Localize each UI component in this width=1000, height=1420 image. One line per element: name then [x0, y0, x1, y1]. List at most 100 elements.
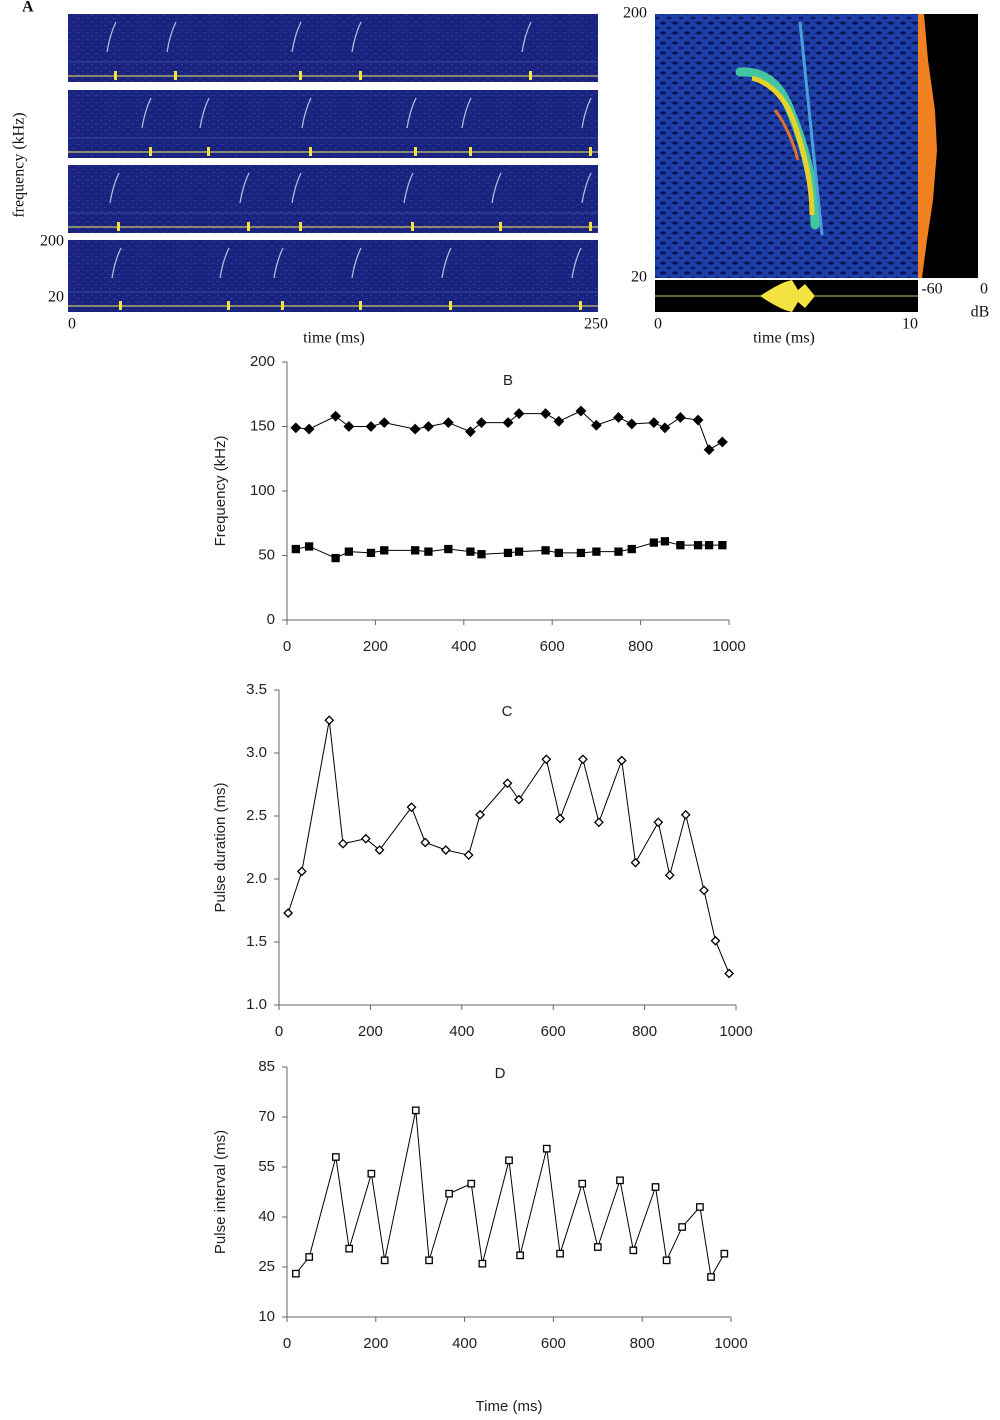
point: [590, 419, 602, 431]
pulse-trace: [239, 172, 250, 204]
point: [330, 410, 342, 422]
pulse-burst: [359, 301, 362, 310]
y-tick-label: 1.0: [246, 996, 267, 1013]
point: [692, 414, 704, 426]
point: [420, 837, 431, 848]
point: [343, 421, 355, 432]
chart-title: D: [495, 1065, 506, 1082]
pulse-trace: [521, 21, 532, 53]
pulse-trace: [491, 172, 502, 204]
point: [592, 547, 601, 556]
point: [616, 1176, 624, 1185]
point: [707, 1273, 715, 1281]
y-tick-label: 3.0: [246, 744, 267, 761]
point: [626, 418, 638, 430]
y-tick-label: 1.5: [246, 933, 267, 950]
spectrogram-strip: [68, 165, 598, 233]
x-tick-label: 1000: [712, 638, 745, 655]
point: [630, 857, 641, 868]
point: [662, 1256, 671, 1265]
point: [554, 548, 563, 558]
pulse-trace: [141, 97, 152, 129]
point: [505, 1156, 513, 1165]
y-tick-label: 100: [250, 482, 275, 499]
point: [502, 778, 513, 789]
y-tick-label: 20: [48, 289, 64, 306]
x-tick-label: 200: [363, 638, 388, 655]
point: [651, 1183, 660, 1191]
point: [411, 1106, 420, 1115]
point: [503, 548, 513, 558]
point: [305, 1253, 314, 1261]
x-tick-label: 400: [449, 1023, 474, 1040]
pulse-trace: [273, 247, 284, 279]
pulse-burst: [469, 147, 472, 156]
pulse-trace: [351, 21, 362, 53]
point: [442, 417, 454, 429]
point: [466, 547, 475, 556]
pulse-burst: [299, 222, 302, 231]
series-line: [295, 1110, 725, 1279]
x-tick-label: 400: [452, 1335, 477, 1352]
pulse-trace: [111, 247, 122, 279]
point: [629, 1246, 638, 1255]
pulse-trace: [351, 247, 362, 279]
point: [475, 809, 485, 820]
y-tick-label: 20: [631, 269, 647, 286]
y-tick-label: 50: [258, 546, 275, 563]
point: [425, 1256, 433, 1265]
point: [716, 436, 728, 448]
chart-title: B: [503, 372, 513, 389]
point: [678, 1223, 687, 1231]
point: [616, 755, 627, 766]
pulse-trace: [219, 247, 230, 279]
point: [710, 935, 721, 946]
point: [649, 538, 659, 547]
pulse-burst: [207, 147, 210, 156]
point: [444, 544, 453, 554]
point: [292, 1269, 300, 1278]
point: [476, 417, 487, 429]
point: [653, 817, 664, 828]
x-tick-label: 400: [451, 638, 476, 655]
point: [344, 547, 354, 556]
x-tick-label: 250: [584, 316, 608, 333]
point: [380, 1256, 389, 1265]
point: [613, 412, 624, 423]
point: [674, 412, 686, 423]
pulse-trace: [406, 97, 417, 129]
pulse-trace: [403, 172, 414, 204]
pulse-trace: [441, 247, 452, 279]
x-tick-label: 0: [283, 638, 291, 655]
y-tick-label: 0: [267, 611, 275, 628]
point: [477, 550, 486, 559]
point: [440, 845, 451, 855]
point: [367, 1169, 376, 1178]
x-tick-label: 0: [68, 316, 76, 333]
point: [423, 421, 434, 432]
y-axis-label: frequency (kHz): [11, 112, 28, 217]
db-tick-label: -60: [921, 281, 942, 298]
spectrogram-strip: [68, 14, 598, 82]
chart-title: C: [502, 703, 513, 720]
y-axis-label: Frequency (kHz): [212, 436, 229, 547]
pulse-burst: [529, 71, 532, 80]
point: [380, 546, 389, 555]
point: [704, 541, 714, 550]
pulse-trace: [109, 172, 120, 204]
power-spectrum: [918, 14, 937, 278]
point: [516, 1251, 524, 1260]
y-tick-label: 3.5: [246, 681, 267, 698]
panel-label: A: [22, 0, 34, 16]
pulse-burst: [149, 147, 152, 156]
point: [556, 1249, 564, 1258]
point: [614, 547, 623, 556]
pulse-burst: [359, 71, 362, 80]
point: [303, 423, 315, 435]
point: [478, 1259, 487, 1268]
pulse-burst: [449, 301, 452, 310]
point: [465, 426, 476, 438]
y-tick-label: 25: [258, 1258, 275, 1275]
point: [409, 423, 421, 435]
point: [324, 715, 335, 726]
